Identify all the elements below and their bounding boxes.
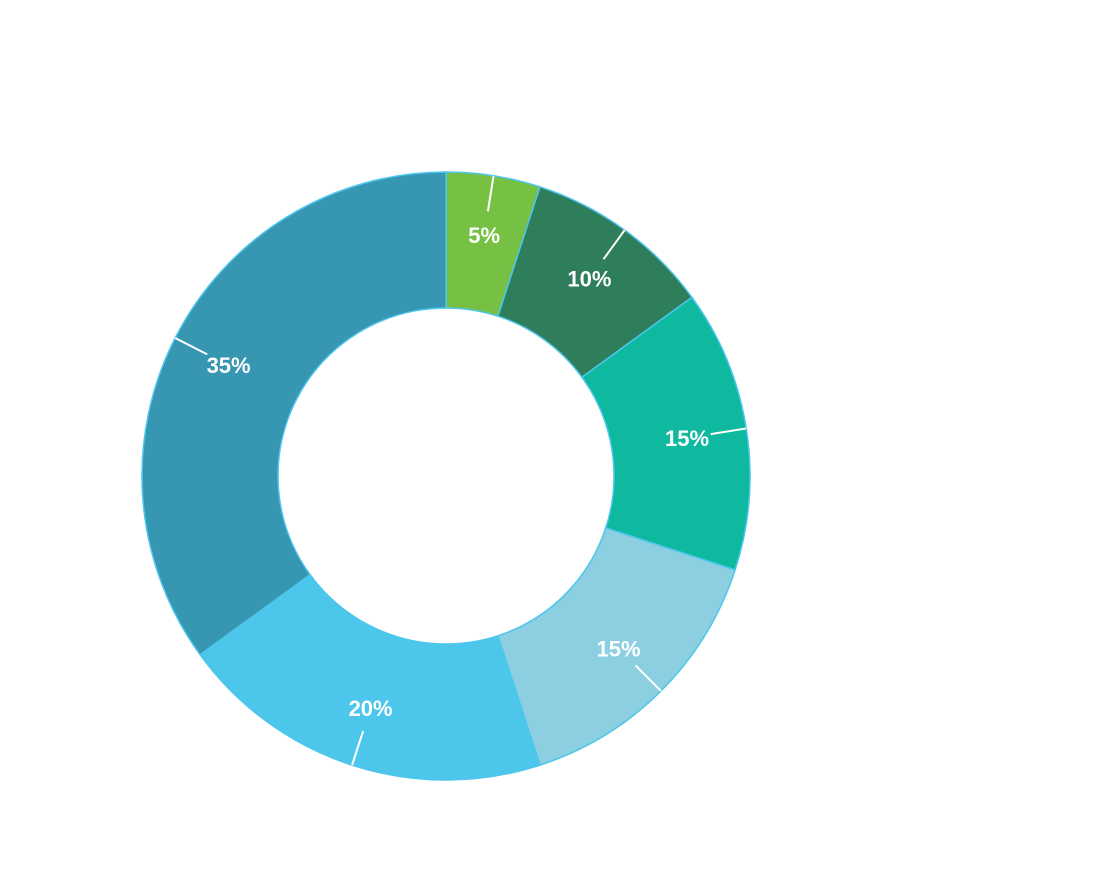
slice-label-2: 10% [567,267,611,292]
slice-3 [580,296,751,571]
slice-label-4: 15% [597,637,641,662]
slice-5 [199,573,541,781]
leader-line-1 [486,175,495,212]
slice-6 [141,171,447,656]
donut-slices [141,171,751,781]
leader-line-2 [602,229,626,260]
leader-line-4 [634,664,662,692]
leader-line-5 [351,730,365,766]
slice-4 [496,526,737,767]
slice-label-3: 15% [665,426,709,451]
donut-labels: 5% 10% 15% 15% 20% 35% [174,175,747,766]
leader-line-6 [174,337,208,356]
slice-label-1: 5% [468,223,500,248]
slice-label-5: 20% [349,696,393,721]
leader-line-3 [710,427,747,436]
slice-label-6: 35% [207,353,251,378]
